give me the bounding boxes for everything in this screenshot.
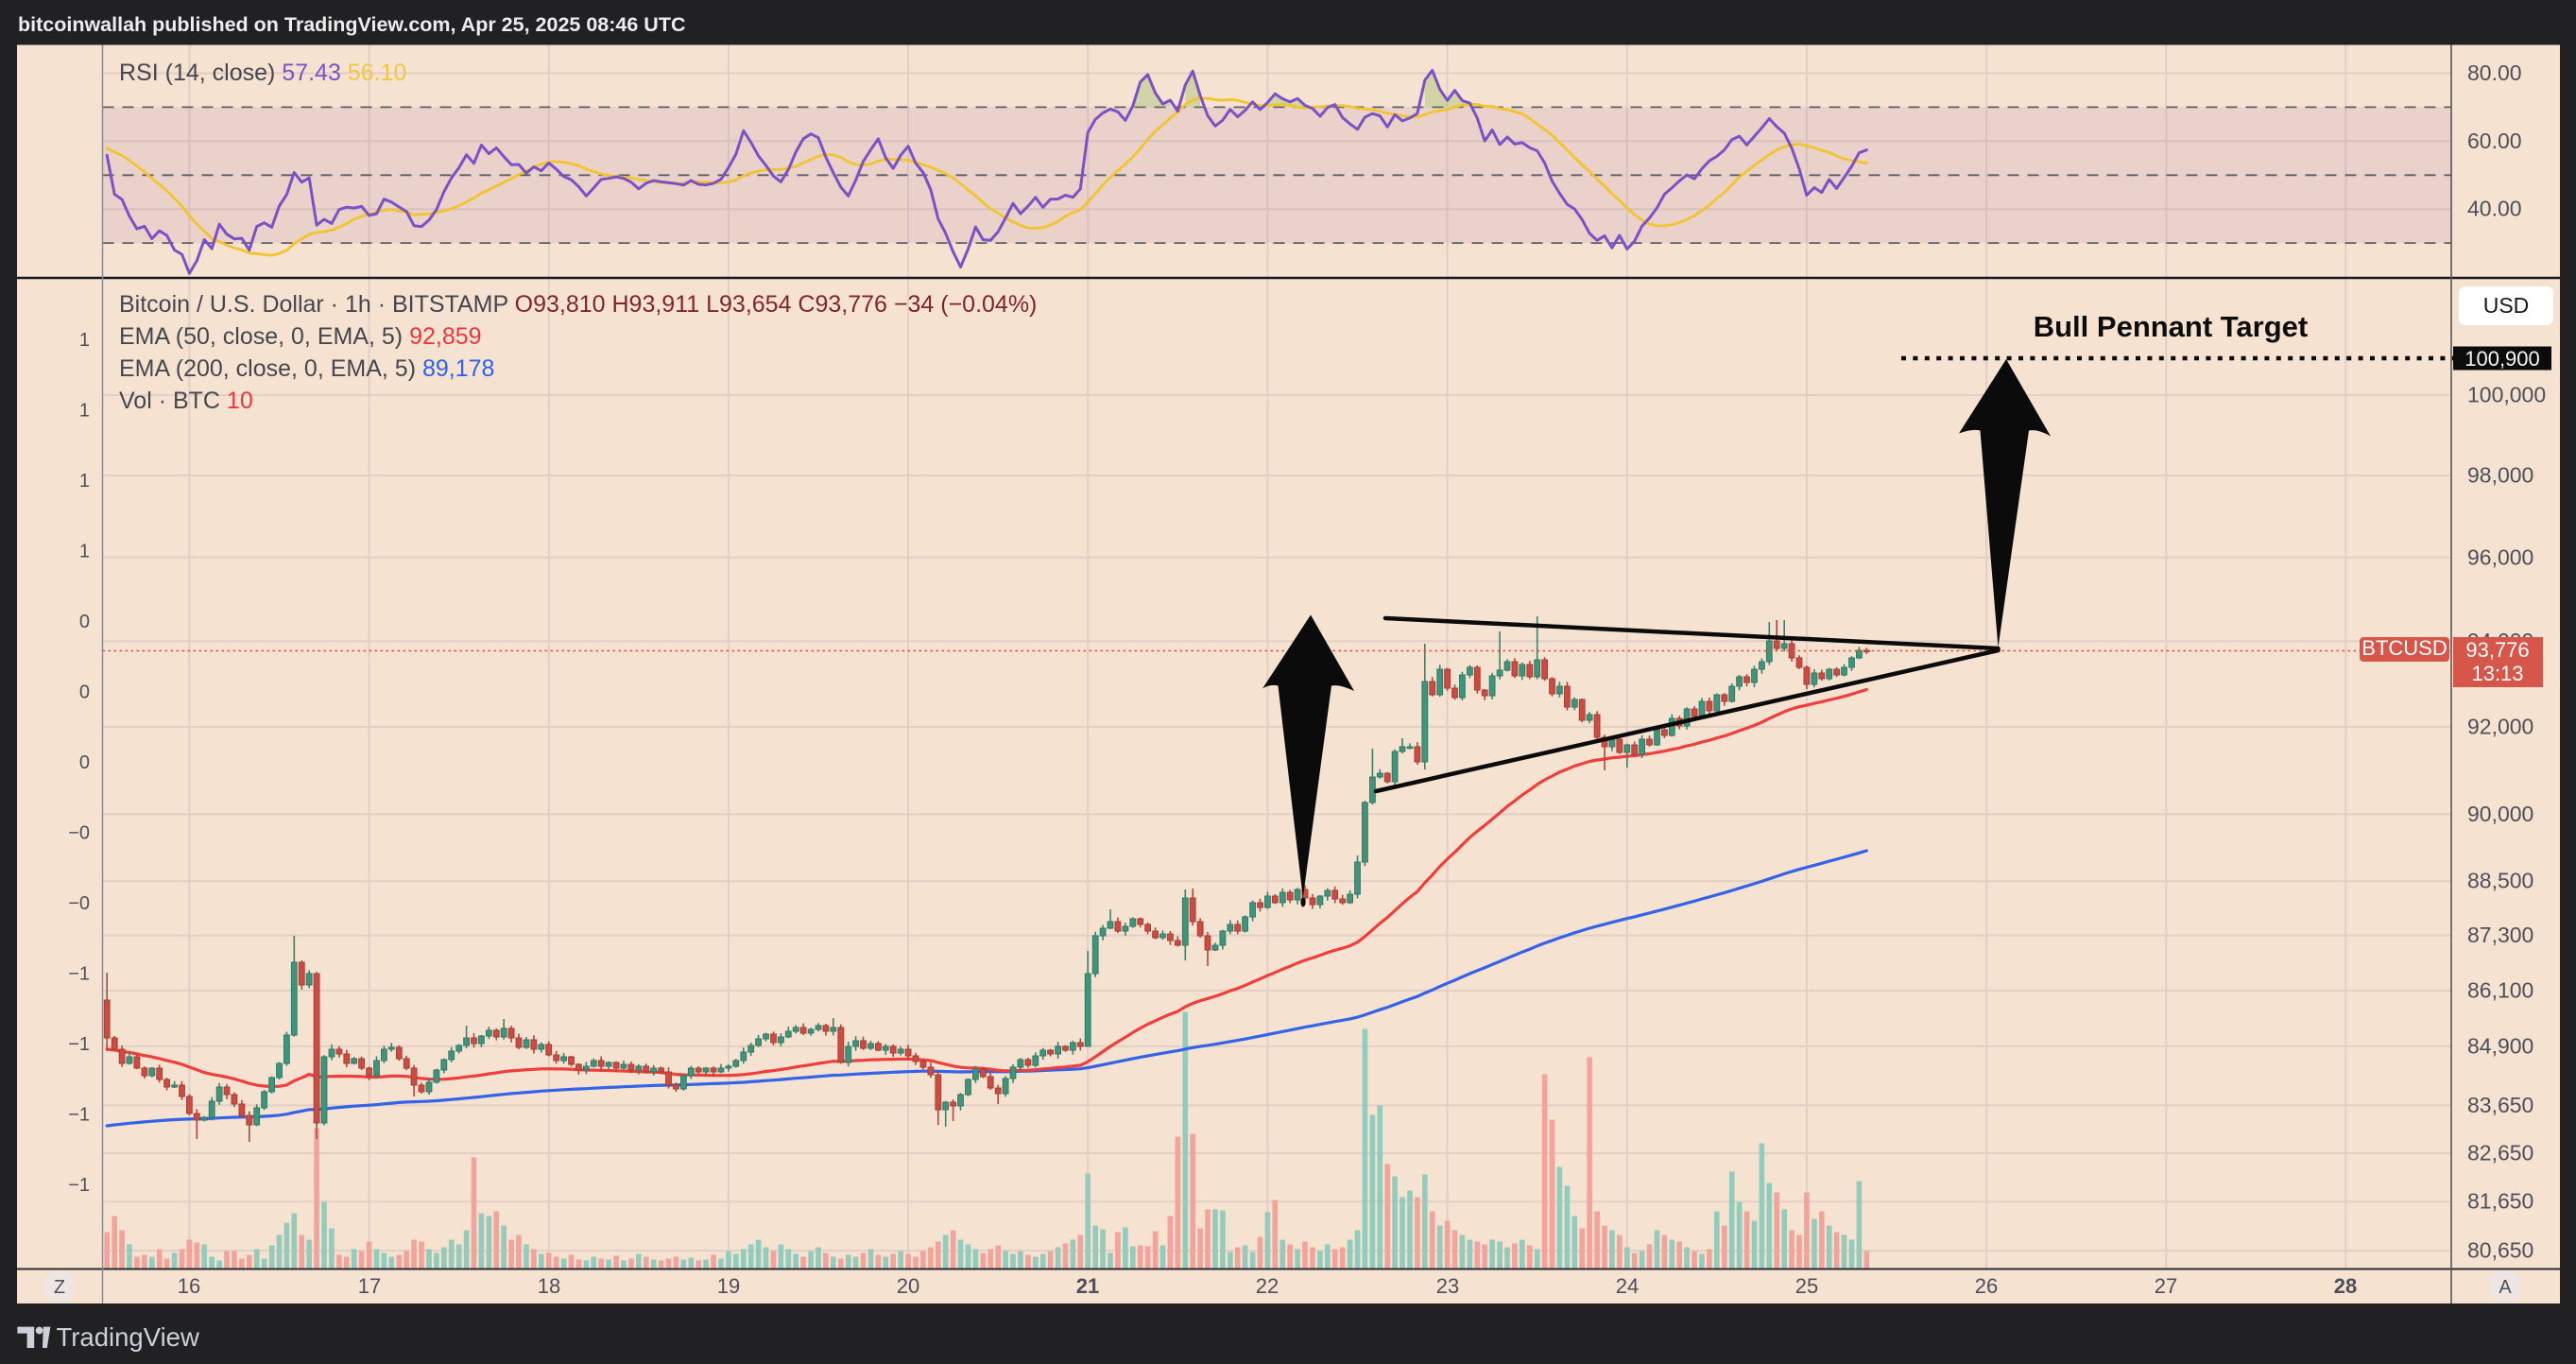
svg-text:0: 0 xyxy=(79,682,90,703)
svg-text:1: 1 xyxy=(79,542,90,562)
svg-text:100,900: 100,900 xyxy=(2464,347,2540,371)
svg-text:87,300: 87,300 xyxy=(2467,923,2533,947)
svg-text:22: 22 xyxy=(1256,1274,1279,1298)
svg-text:92,000: 92,000 xyxy=(2467,714,2533,738)
svg-text:EMA (200, close, 0, EMA, 5) 8: EMA (200, close, 0, EMA, 5) 89,178 xyxy=(119,355,494,382)
svg-text:bitcoinwallah published on Tra: bitcoinwallah published on TradingView.c… xyxy=(18,13,686,36)
svg-text:20: 20 xyxy=(897,1274,919,1298)
svg-text:−1: −1 xyxy=(68,964,90,985)
svg-text:Bull Pennant Target: Bull Pennant Target xyxy=(2034,310,2309,343)
svg-text:−0: −0 xyxy=(68,893,90,914)
svg-text:21: 21 xyxy=(1076,1274,1099,1298)
svg-text:27: 27 xyxy=(2155,1274,2177,1298)
svg-text:23: 23 xyxy=(1436,1274,1459,1298)
svg-text:1: 1 xyxy=(79,330,90,351)
svg-text:93,776: 93,776 xyxy=(2465,638,2529,662)
svg-text:40.00: 40.00 xyxy=(2467,197,2522,221)
svg-text:−0: −0 xyxy=(68,823,90,844)
svg-text:18: 18 xyxy=(538,1274,560,1298)
svg-text:84,900: 84,900 xyxy=(2467,1033,2533,1058)
svg-text:Vol · BTC 10: Vol · BTC 10 xyxy=(119,388,253,414)
svg-text:80.00: 80.00 xyxy=(2467,60,2522,85)
svg-text:−1: −1 xyxy=(68,1175,90,1196)
svg-text:−1: −1 xyxy=(68,1034,90,1055)
svg-text:86,100: 86,100 xyxy=(2467,977,2533,1002)
svg-text:EMA (50, close, 0, EMA, 5) 92: EMA (50, close, 0, EMA, 5) 92,859 xyxy=(119,323,482,350)
svg-text:25: 25 xyxy=(1795,1274,1818,1298)
svg-text:28: 28 xyxy=(2334,1274,2357,1298)
svg-text:0: 0 xyxy=(79,612,90,632)
svg-text:USD: USD xyxy=(2483,293,2530,318)
svg-text:83,650: 83,650 xyxy=(2467,1093,2533,1117)
svg-text:0: 0 xyxy=(79,752,90,773)
svg-text:17: 17 xyxy=(358,1274,381,1298)
svg-text:81,650: 81,650 xyxy=(2467,1189,2533,1214)
svg-text:RSI (14, close) 57.43 56.10: RSI (14, close) 57.43 56.10 xyxy=(119,60,406,86)
svg-text:Bitcoin / U.S. Dollar · 1h · B: Bitcoin / U.S. Dollar · 1h · BITSTAMP O9… xyxy=(119,291,1037,318)
svg-text:96,000: 96,000 xyxy=(2467,544,2533,569)
svg-text:88,500: 88,500 xyxy=(2467,869,2533,893)
svg-text:−1: −1 xyxy=(68,1105,90,1126)
svg-text:60.00: 60.00 xyxy=(2467,129,2522,153)
svg-text:1: 1 xyxy=(79,471,90,492)
svg-text:13:13: 13:13 xyxy=(2471,662,2523,685)
svg-text:Z: Z xyxy=(54,1277,65,1298)
svg-text:BTCUSD: BTCUSD xyxy=(2361,636,2447,660)
svg-text:TradingView: TradingView xyxy=(57,1322,199,1352)
svg-text:80,650: 80,650 xyxy=(2467,1238,2533,1263)
svg-text:16: 16 xyxy=(178,1274,200,1298)
svg-text:A: A xyxy=(2499,1277,2512,1298)
svg-text:90,000: 90,000 xyxy=(2467,802,2533,826)
svg-text:98,000: 98,000 xyxy=(2467,463,2533,488)
svg-text:82,650: 82,650 xyxy=(2467,1140,2533,1165)
svg-text:100,000: 100,000 xyxy=(2467,382,2546,406)
svg-text:1: 1 xyxy=(79,401,90,422)
svg-text:19: 19 xyxy=(717,1274,740,1298)
svg-text:26: 26 xyxy=(1975,1274,1998,1298)
svg-text:24: 24 xyxy=(1616,1274,1639,1298)
